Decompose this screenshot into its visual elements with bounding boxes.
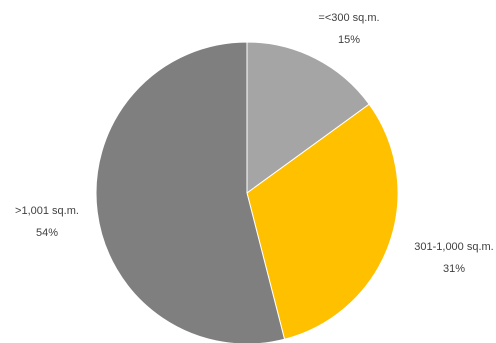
pie-slice-0 xyxy=(246,41,370,194)
pie-slices xyxy=(95,41,399,343)
pie-slice-1 xyxy=(246,103,399,340)
slice-value-label-1: 31% xyxy=(443,263,465,275)
slice-category-label-0: =<300 sq.m. xyxy=(318,12,379,24)
slice-value-label-0: 15% xyxy=(338,34,360,46)
pie-labels: =<300 sq.m. 15% 301-1,000 sq.m. 31% >1,001 s… xyxy=(15,12,494,275)
slice-category-label-2: >1,001 sq.m. xyxy=(15,205,79,217)
slice-category-label-1: 301-1,000 sq.m. xyxy=(414,241,494,253)
slice-value-label-2: 54% xyxy=(36,227,58,239)
pie-slice-2 xyxy=(95,41,286,343)
